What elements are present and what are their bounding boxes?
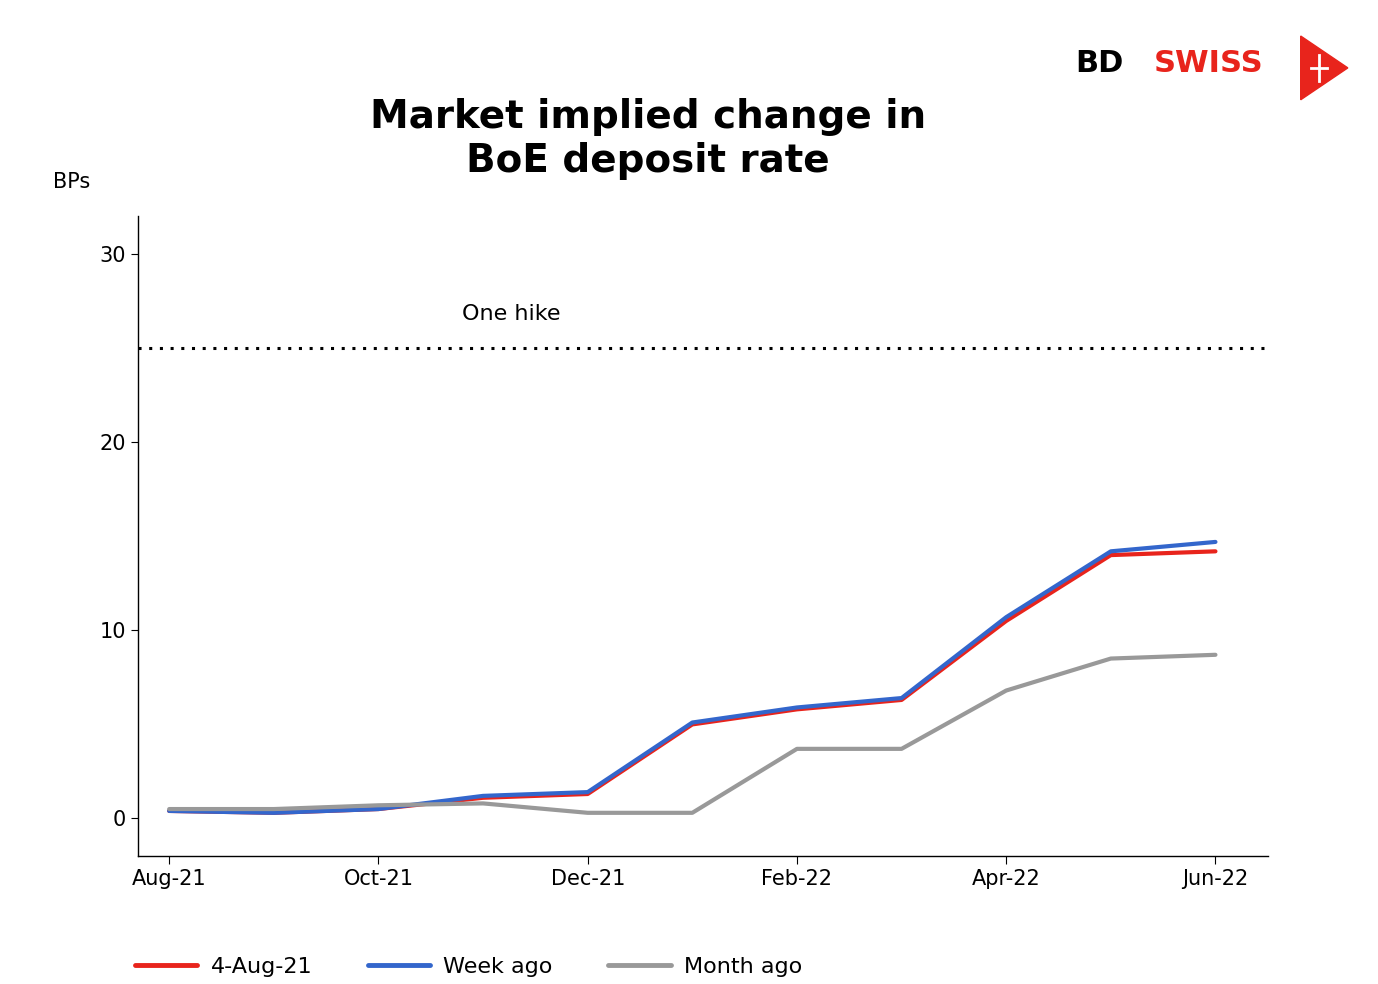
Text: SWISS: SWISS bbox=[1153, 49, 1264, 79]
Text: BD: BD bbox=[1075, 49, 1123, 79]
Text: One hike: One hike bbox=[462, 304, 561, 324]
Text: Market implied change in
BoE deposit rate: Market implied change in BoE deposit rat… bbox=[369, 98, 926, 180]
Text: BPs: BPs bbox=[54, 171, 91, 192]
Legend: 4-Aug-21, Week ago, Month ago: 4-Aug-21, Week ago, Month ago bbox=[127, 948, 812, 984]
Polygon shape bbox=[1301, 36, 1348, 99]
